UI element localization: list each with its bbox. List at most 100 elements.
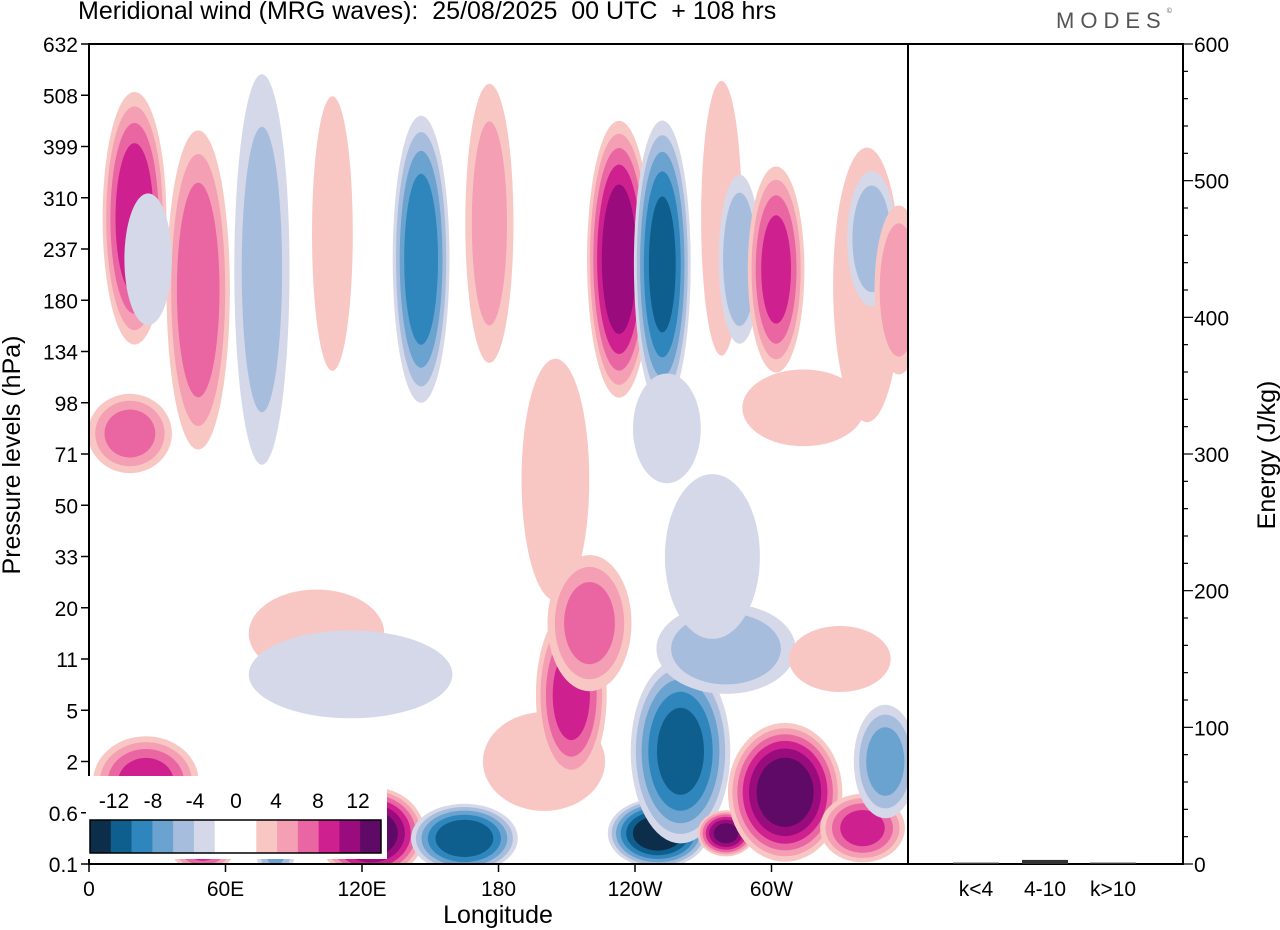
y-tick-label: 310 [43,188,78,211]
colorbar-swatch [131,820,153,853]
energy-bar [1090,862,1136,864]
energy-tick-label: 500 [1194,171,1229,194]
y-tick-label: 11 [56,649,78,672]
energy-tick-label: 100 [1194,717,1229,740]
colorbar-label: 8 [312,790,324,813]
y-tick-label: 508 [43,85,78,108]
y-tick-label: 5 [66,700,78,723]
contour-band [664,474,760,639]
colorbar-label: -8 [144,790,163,813]
y-tick-label: 20 [55,598,78,621]
contour-band [471,121,507,326]
y-tick-label: 399 [43,137,78,160]
colorbar-frame [89,819,382,854]
energy-bar [953,862,999,864]
contour-band [657,707,704,795]
y-axis-label: Pressure levels (hPa) [0,336,26,575]
colorbar-swatch [90,820,112,853]
energy-category-label: k>10 [1090,878,1136,901]
colorbar-swatch [277,820,299,853]
contour-band [124,193,172,326]
y-tick-label: 33 [55,547,78,570]
field-anomaly [392,115,450,403]
field-anomaly [248,630,453,719]
colorbar-label: -4 [186,790,205,813]
contour-band [241,126,283,413]
contour-band [756,757,814,827]
chart-title: Meridional wind (MRG waves): 25/08/2025 … [78,0,777,25]
contour-band [435,819,494,858]
contour-band [601,184,637,335]
field-anomaly [853,704,908,819]
field-anomaly [788,626,891,692]
y-tick-label: 50 [55,495,78,518]
contour-band [879,223,908,357]
colorbar-label: 4 [270,790,282,813]
x-tick-label: 0 [83,878,95,901]
contour-band [648,196,676,333]
contour-band [713,823,739,844]
y-tick-label: 0.1 [49,854,78,877]
field-anomaly [633,120,691,409]
y-tick-label: 134 [43,342,78,365]
colorbar-swatch [152,820,174,853]
field-anomaly [312,96,353,371]
contour-band [104,409,156,458]
contour-band [788,626,891,692]
y-tick-label: 0.6 [49,803,78,826]
field-anomaly [89,393,172,474]
colorbar-label: 12 [346,790,369,813]
field-anomaly [124,193,172,326]
energy-tick-label: 0 [1194,854,1206,877]
contour-band [176,182,220,398]
y-tick-label: 98 [55,393,78,416]
contour-band [840,810,885,847]
colorbar-label: -12 [99,790,129,813]
energy-category-label: 4-10 [1024,878,1066,901]
brand-logo: MODES© [1056,8,1172,33]
y-tick-label: 237 [43,239,78,262]
colorbar-swatch [339,820,361,853]
colorbar-swatch [360,820,382,853]
colorbar-swatch [173,820,195,853]
energy-tick-label: 300 [1194,444,1229,467]
colorbar-swatch [193,820,216,853]
field-anomaly [630,659,731,844]
field-anomaly [633,373,701,484]
contour-band [312,96,353,371]
x-tick-label: 60W [750,878,793,901]
field-anomaly [411,803,518,864]
field-anomaly [465,83,514,363]
y-tick-label: 180 [43,290,78,313]
colorbar-swatch [318,820,340,853]
colorbar-label: 0 [230,790,242,813]
field-anomaly [521,358,590,601]
colorbar-swatch [256,820,278,853]
contour-band [564,582,615,665]
field-anomaly [587,120,652,398]
colorbar-swatch [297,820,320,853]
colorbar-swatch [214,820,236,853]
energy-tick-label: 400 [1194,307,1229,330]
colorbar-swatch [235,820,257,853]
y-tick-label: 2 [66,752,78,775]
x-axis-label: Longitude [443,901,553,929]
field-anomaly [747,166,805,373]
field-anomaly [166,130,230,450]
field-anomaly [874,205,908,375]
contour-band [521,358,590,601]
y-tick-label: 71 [55,444,78,467]
x-tick-label: 60E [207,878,244,901]
contour-band [633,373,701,484]
y-tick-label: 632 [43,34,78,57]
contour-band [404,173,438,345]
field-anomaly [727,722,843,862]
energy-tick-label: 200 [1194,581,1229,604]
colorbar-swatch [110,820,132,853]
energy-category-label: k<4 [959,878,994,901]
contour-band [761,215,791,324]
energy-tick-label: 600 [1194,34,1229,57]
field-anomaly [742,369,865,447]
contour-band [742,369,865,447]
